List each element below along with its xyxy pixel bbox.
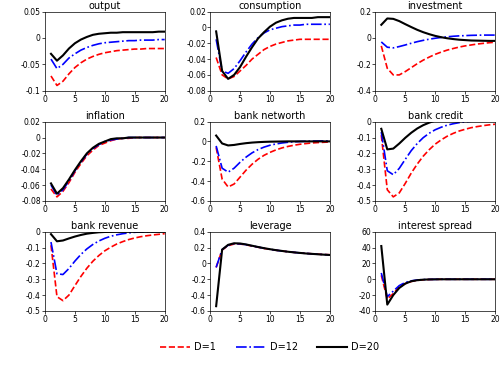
Title: interest spread: interest spread bbox=[398, 221, 472, 231]
Title: leverage: leverage bbox=[248, 221, 292, 231]
Title: bank networth: bank networth bbox=[234, 111, 306, 121]
Title: investment: investment bbox=[408, 1, 463, 11]
Title: inflation: inflation bbox=[85, 111, 125, 121]
Title: output: output bbox=[88, 1, 121, 11]
Title: consumption: consumption bbox=[238, 1, 302, 11]
Title: bank revenue: bank revenue bbox=[71, 221, 138, 231]
Title: bank credit: bank credit bbox=[408, 111, 463, 121]
Legend: D=1, D=12, D=20: D=1, D=12, D=20 bbox=[156, 338, 384, 356]
